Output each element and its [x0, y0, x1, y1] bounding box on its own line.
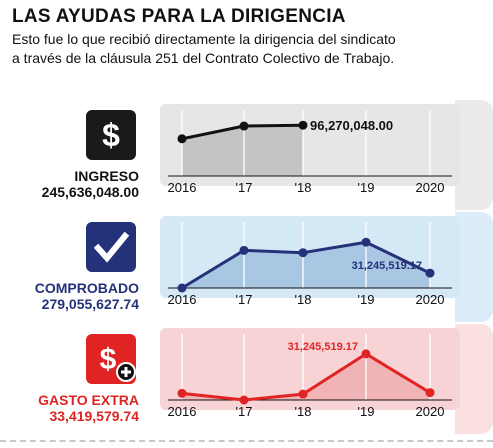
tick-label-gasto: '19: [358, 404, 375, 419]
area-fill-ingreso: [182, 125, 303, 176]
gasto-label: GASTO EXTRA: [38, 392, 139, 408]
gasto-total: 33,419,579.74: [49, 408, 139, 424]
comprobado-total: 279,055,627.74: [41, 296, 139, 312]
ingreso-label: INGRESO: [74, 168, 139, 184]
data-point-comprobado: [361, 237, 371, 247]
subtitle-line-1: Esto fue lo que recibió directamente la …: [12, 31, 396, 47]
page-title: LAS AYUDAS PARA LA DIRIGENCIA: [12, 6, 346, 27]
data-point-gasto: [298, 389, 308, 399]
data-point-gasto: [239, 395, 249, 405]
data-point-ingreso: [298, 120, 308, 130]
tick-label-ingreso: '18: [295, 180, 312, 195]
tick-label-comprobado: 2016: [168, 292, 197, 307]
tick-label-comprobado: '19: [358, 292, 375, 307]
data-point-comprobado: [425, 268, 435, 278]
gasto-dollar-plus-icon: $: [86, 334, 136, 384]
data-label-ingreso: 96,270,048.00: [310, 118, 393, 133]
ingreso-shadow-band: [455, 100, 493, 210]
ingreso-total: 245,636,048.00: [41, 184, 139, 200]
data-point-ingreso: [239, 121, 249, 131]
data-point-gasto: [361, 349, 371, 359]
tick-label-comprobado: '17: [236, 292, 253, 307]
data-point-comprobado: [298, 248, 308, 258]
comprobado-label: COMPROBADO: [34, 280, 139, 296]
comprobado-checkmark-icon: [86, 222, 136, 272]
comprobado-shadow-band: [455, 212, 493, 322]
tick-label-gasto: 2016: [168, 404, 197, 419]
data-point-comprobado: [239, 245, 249, 255]
footer-divider: [0, 440, 493, 442]
svg-text:$: $: [100, 343, 117, 376]
tick-label-comprobado: '18: [295, 292, 312, 307]
checkmark-icon: [93, 231, 130, 263]
tick-label-gasto: 2020: [416, 404, 445, 419]
tick-label-gasto: '17: [236, 404, 253, 419]
dollar-icon: $: [102, 117, 120, 153]
tick-label-ingreso: '17: [236, 180, 253, 195]
tick-label-ingreso: '19: [358, 180, 375, 195]
tick-label-ingreso: 2020: [416, 180, 445, 195]
svg-text:$: $: [102, 117, 120, 153]
tick-label-ingreso: 2016: [168, 180, 197, 195]
gasto-shadow-band: [455, 324, 493, 434]
dollar-plus-icon: $: [100, 343, 136, 382]
data-point-gasto: [425, 388, 435, 398]
ingreso-dollar-icon: $: [86, 110, 136, 160]
data-label-gasto: 31,245,519.17: [288, 341, 358, 353]
data-point-ingreso: [177, 134, 187, 144]
tick-label-comprobado: 2020: [416, 292, 445, 307]
subtitle-line-2: a través de la cláusula 251 del Contrato…: [12, 50, 395, 66]
data-point-comprobado: [177, 283, 187, 293]
tick-label-gasto: '18: [295, 404, 312, 419]
data-label-comprobado: 31,245,519.17: [352, 260, 422, 272]
data-point-gasto: [177, 388, 187, 398]
area-fill-gasto: [182, 353, 430, 400]
